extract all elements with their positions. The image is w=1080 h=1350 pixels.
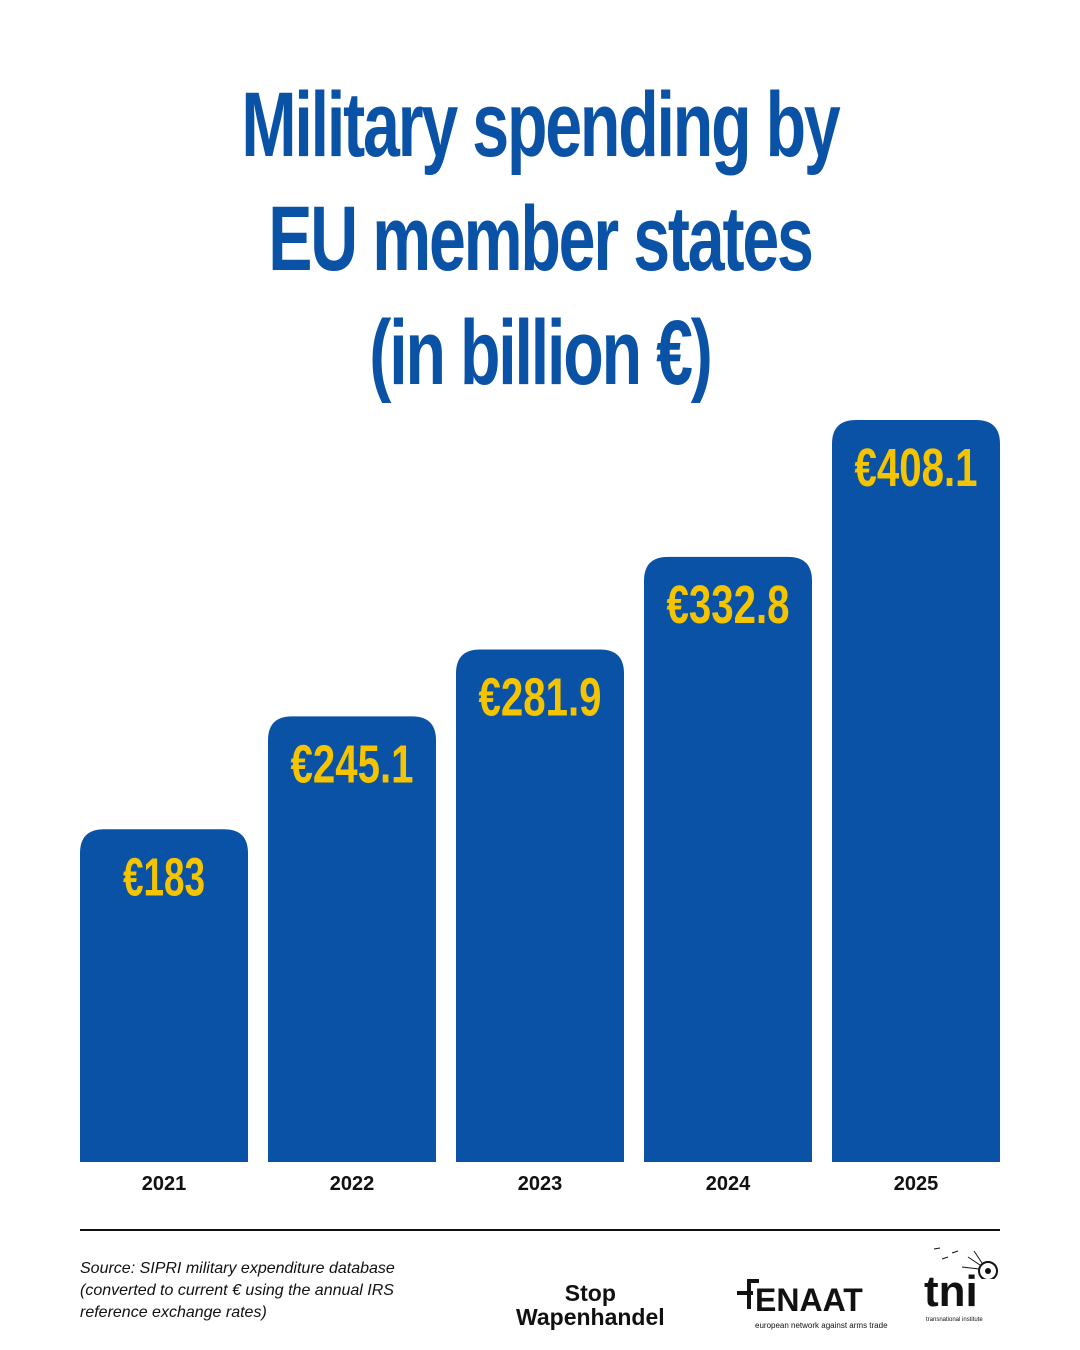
source-line-2: (converted to current € using the annual… [80, 1282, 394, 1299]
dandelion-icon [933, 1247, 998, 1279]
x-tick-label-2021: 2021 [142, 1173, 187, 1195]
stop-wapenhandel-logo-line-2: Wapenhandel [516, 1304, 665, 1330]
bar-2023 [456, 649, 624, 1162]
footer-divider [80, 1229, 1000, 1231]
source-line-1: Source: SIPRI military expenditure datab… [80, 1260, 395, 1277]
chart-title-line-1: Military spending by [241, 74, 840, 176]
bar-2021 [80, 829, 248, 1162]
x-tick-label-2024: 2024 [706, 1173, 751, 1195]
source-note: Source: SIPRI military expenditure datab… [80, 1258, 480, 1324]
stop-wapenhandel-logo: Stop Wapenhandel [516, 1281, 665, 1329]
chart-title-line-2: EU member states [268, 188, 814, 290]
enaat-logo-tagline: european network against arms trade [755, 1321, 888, 1330]
bar-2025 [832, 420, 1000, 1162]
bar-chart: €183 2021 €245.1 2022 €281.9 2023 €332.8 2024 €4… [80, 420, 1000, 1195]
bar-2024 [644, 556, 812, 1162]
chart-title-line-3: (in billion €) [369, 302, 713, 404]
data-label-2024: €332.8 [667, 575, 790, 635]
data-label-2023: €281.9 [479, 667, 602, 727]
source-line-3: reference exchange rates) [80, 1304, 267, 1321]
x-tick-label-2022: 2022 [330, 1173, 375, 1195]
enaat-cross-icon [737, 1279, 759, 1309]
tni-logo-tagline: transnational institute [926, 1317, 983, 1323]
data-label-2022: €245.1 [291, 734, 414, 794]
enaat-logo-name: ENAAT [755, 1282, 863, 1318]
x-tick-label-2025: 2025 [894, 1173, 939, 1195]
data-label-2021: €183 [123, 847, 205, 907]
x-tick-label-2023: 2023 [518, 1173, 563, 1195]
stop-wapenhandel-logo-line-1: Stop [564, 1280, 616, 1306]
data-label-2025: €408.1 [855, 438, 978, 498]
bar-2022 [268, 716, 436, 1162]
chart-title: Military spending by EU member states (i… [0, 68, 1080, 410]
tni-logo: tni transnational institute [922, 1245, 1002, 1335]
tni-logo-name: tni [924, 1267, 978, 1316]
